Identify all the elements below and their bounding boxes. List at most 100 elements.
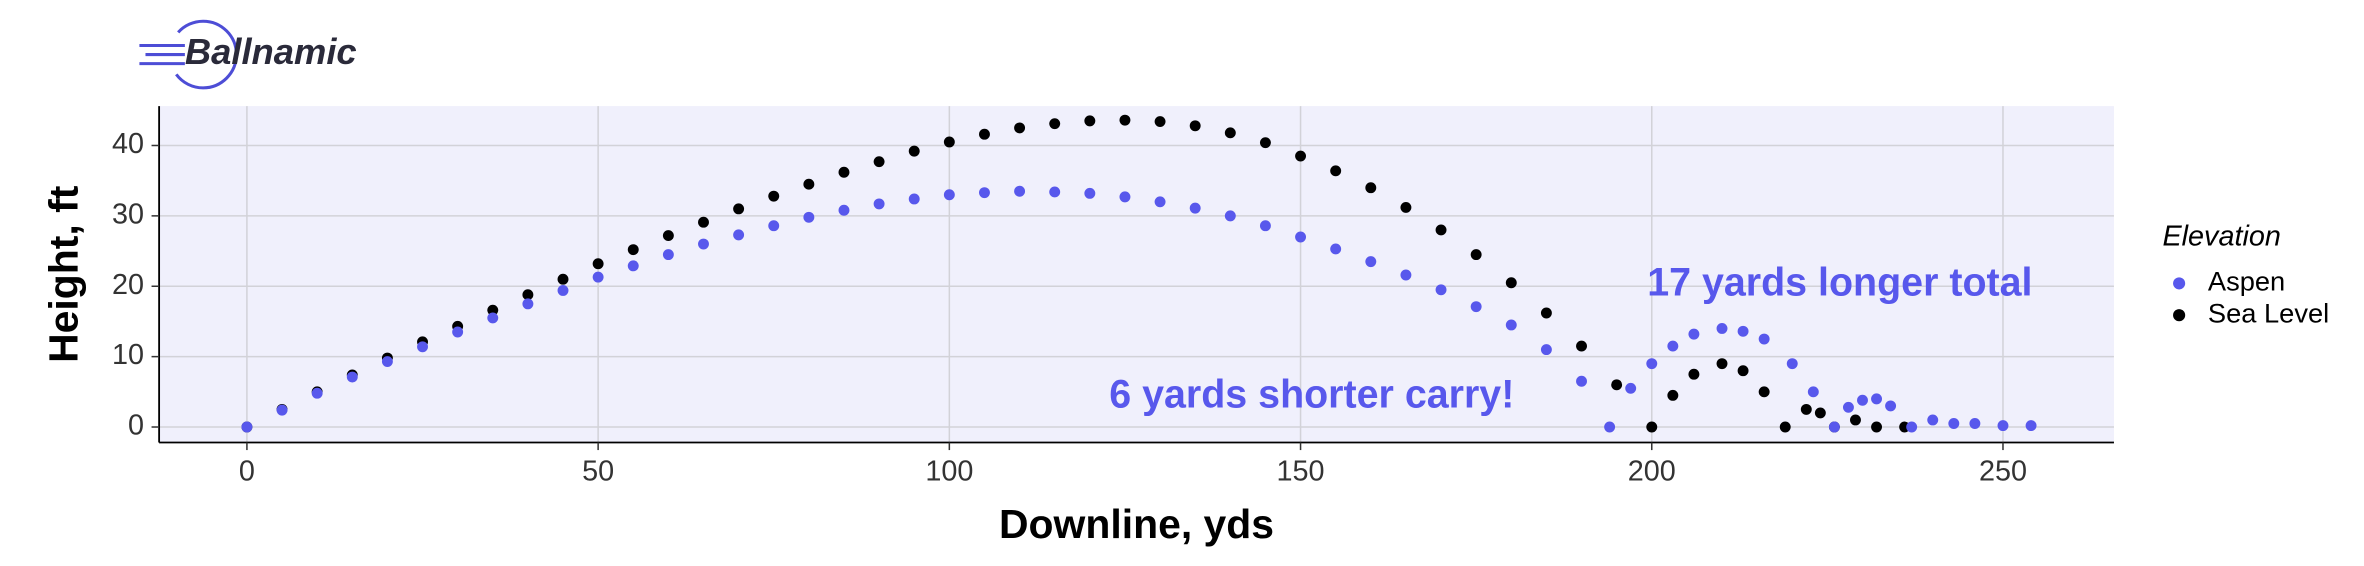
data-point xyxy=(1969,418,1981,429)
data-point xyxy=(908,145,920,157)
annotation: 6 yards shorter carry! xyxy=(1109,372,1514,416)
legend-marker xyxy=(2173,277,2186,290)
data-point xyxy=(1470,249,1482,261)
data-point xyxy=(1688,328,1700,340)
data-point xyxy=(1688,368,1700,380)
data-point xyxy=(1014,122,1026,134)
data-point xyxy=(1807,386,1819,398)
data-point xyxy=(979,187,990,199)
data-point xyxy=(1330,243,1342,255)
data-point xyxy=(1365,182,1377,194)
data-point xyxy=(662,230,674,242)
data-point xyxy=(1927,414,1939,426)
data-point xyxy=(487,304,499,316)
data-point xyxy=(1667,340,1679,352)
data-point xyxy=(1224,210,1236,222)
data-point xyxy=(1576,375,1587,387)
data-point xyxy=(908,193,920,205)
data-point xyxy=(1814,407,1826,419)
data-point xyxy=(522,298,534,310)
data-point xyxy=(557,285,569,296)
data-point xyxy=(943,189,955,201)
plot-panel xyxy=(159,106,2114,443)
data-point xyxy=(1611,379,1623,391)
data-point xyxy=(943,136,955,148)
data-point xyxy=(241,421,253,433)
data-point xyxy=(1800,403,1812,415)
data-point xyxy=(2025,420,2037,432)
data-point xyxy=(452,326,464,338)
data-point xyxy=(1330,165,1342,177)
x-tick-label: 200 xyxy=(1628,455,1676,487)
data-point xyxy=(1119,191,1131,203)
data-point xyxy=(1625,382,1637,394)
data-point xyxy=(662,249,674,261)
x-tick-label: 100 xyxy=(925,455,973,487)
data-point xyxy=(1576,340,1587,352)
data-point xyxy=(1295,150,1307,162)
data-point xyxy=(1049,186,1061,198)
data-point xyxy=(1716,323,1728,334)
data-point xyxy=(1997,420,2009,432)
data-point xyxy=(1758,386,1770,398)
data-point xyxy=(1786,358,1798,370)
data-point xyxy=(592,258,604,270)
data-point xyxy=(1084,187,1096,199)
data-point xyxy=(346,371,358,383)
data-point xyxy=(1737,325,1749,337)
data-point xyxy=(1470,301,1482,313)
y-tick-label: 40 xyxy=(112,128,144,160)
data-point xyxy=(1871,421,1882,433)
data-point xyxy=(522,289,534,301)
data-point xyxy=(1758,333,1770,345)
data-point xyxy=(1154,116,1166,128)
data-point xyxy=(1646,421,1658,433)
data-point xyxy=(1906,421,1918,433)
data-point xyxy=(1505,277,1517,289)
y-tick-label: 10 xyxy=(112,339,144,371)
data-point xyxy=(311,387,323,399)
data-point xyxy=(1049,118,1061,130)
data-point xyxy=(838,204,850,216)
data-point xyxy=(1295,231,1307,243)
legend-label: Sea Level xyxy=(2208,297,2329,328)
data-point xyxy=(1850,414,1861,426)
y-tick-label: 20 xyxy=(112,269,144,301)
data-point xyxy=(1014,185,1026,197)
data-point xyxy=(1737,365,1749,377)
x-tick-label: 0 xyxy=(239,455,255,487)
data-point xyxy=(487,312,499,324)
logo-text: Ballnamic xyxy=(185,31,357,72)
data-point xyxy=(768,190,780,202)
data-point xyxy=(698,216,709,228)
annotation: 17 yards longer total xyxy=(1647,260,2032,304)
data-point xyxy=(557,273,569,285)
data-point xyxy=(803,178,815,190)
data-point xyxy=(1259,137,1271,149)
data-point xyxy=(1716,358,1728,370)
x-axis-title: Downline, yds xyxy=(999,501,1274,547)
x-tick-label: 150 xyxy=(1277,455,1325,487)
data-point xyxy=(768,220,780,232)
legend-label: Aspen xyxy=(2208,266,2285,297)
data-point xyxy=(1189,120,1201,132)
data-point xyxy=(838,166,850,178)
data-point xyxy=(733,203,745,215)
data-point xyxy=(1604,421,1616,433)
data-point xyxy=(1435,224,1447,236)
data-point xyxy=(276,404,288,416)
data-point xyxy=(1885,400,1897,412)
data-point xyxy=(1365,256,1377,268)
data-point xyxy=(1828,421,1840,433)
data-point xyxy=(1224,127,1236,139)
data-point xyxy=(627,260,639,272)
data-point xyxy=(979,128,990,140)
data-point xyxy=(873,156,885,168)
data-point xyxy=(733,229,745,241)
data-point xyxy=(803,211,815,223)
data-point xyxy=(1540,344,1552,356)
data-point xyxy=(698,238,709,250)
legend-marker xyxy=(2173,309,2186,322)
data-point xyxy=(1779,421,1791,433)
